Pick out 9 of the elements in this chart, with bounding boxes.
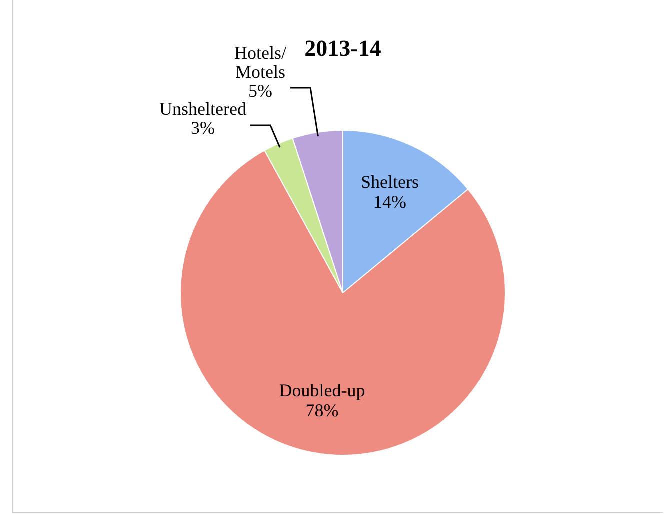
data-label: 78% — [306, 400, 339, 420]
slice-label: Shelters — [361, 172, 420, 192]
data-label: 3% — [191, 118, 216, 138]
slice-label: Unsheltered — [160, 99, 247, 120]
data-label: 14% — [374, 192, 407, 212]
slice-label: Hotels/ Motels — [234, 42, 287, 82]
slice-label: Doubled-up — [279, 380, 366, 400]
data-label: 5% — [248, 80, 273, 101]
chart-title: 2013-14 — [304, 36, 382, 61]
